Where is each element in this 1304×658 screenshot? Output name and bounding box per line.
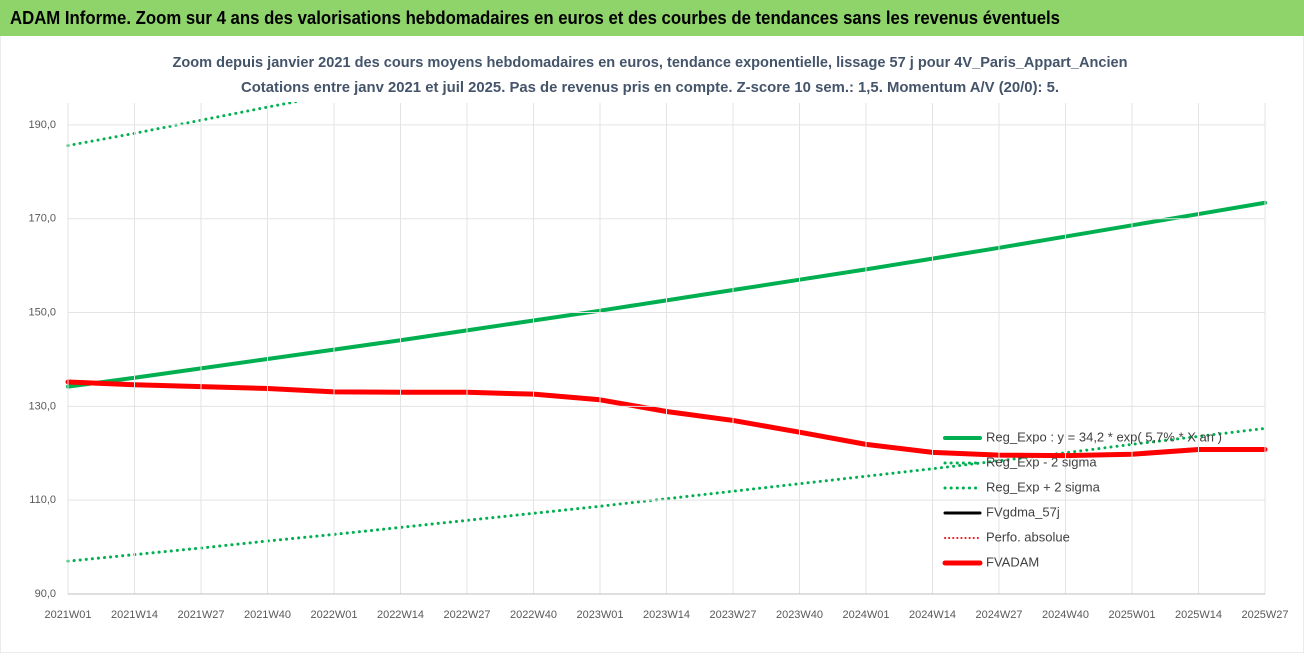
x-tick-label: 2023W14 [643, 609, 690, 621]
subtitle: Cotations entre janv 2021 et juil 2025. … [241, 79, 1059, 96]
x-tick-label: 2025W27 [1241, 609, 1288, 621]
subtitle-box [150, 48, 1150, 102]
subtitle: Zoom depuis janvier 2021 des cours moyen… [173, 54, 1128, 71]
x-tick-label: 2025W01 [1108, 609, 1155, 621]
y-tick-label: 150,0 [28, 306, 56, 318]
x-tick-label: 2021W14 [111, 609, 158, 621]
x-tick-label: 2022W40 [510, 609, 557, 621]
y-tick-label: 170,0 [28, 213, 56, 225]
legend-label: FVADAM [986, 554, 1039, 569]
title-banner [0, 0, 1304, 36]
x-tick-label: 2022W01 [310, 609, 357, 621]
x-tick-label: 2021W40 [244, 609, 291, 621]
chart-title: ADAM Informe. Zoom sur 4 ans des valoris… [10, 8, 1060, 28]
legend-label: Reg_Exp - 2 sigma [986, 454, 1097, 469]
x-tick-label: 2024W14 [909, 609, 956, 621]
x-tick-label: 2023W01 [576, 609, 623, 621]
x-tick-label: 2024W01 [842, 609, 889, 621]
legend-label: Reg_Expo : y = 34,2 * exp( 5,7% * X an ) [986, 429, 1222, 444]
y-tick-label: 110,0 [29, 494, 56, 506]
legend-label: Reg_Exp + 2 sigma [986, 479, 1101, 494]
x-tick-label: 2025W14 [1175, 609, 1222, 621]
legend-label: FVgdma_57j [986, 504, 1060, 519]
x-tick-label: 2022W14 [377, 609, 424, 621]
legend-label: Perfo. absolue [986, 529, 1070, 544]
y-tick-label: 190,0 [28, 119, 56, 131]
x-tick-label: 2024W40 [1042, 609, 1089, 621]
x-tick-label: 2024W27 [975, 609, 1022, 621]
x-tick-label: 2023W40 [776, 609, 823, 621]
y-tick-label: 130,0 [28, 400, 56, 412]
x-tick-label: 2022W27 [443, 609, 490, 621]
y-tick-label: 90,0 [35, 588, 56, 600]
x-tick-label: 2021W01 [44, 609, 91, 621]
x-tick-label: 2023W27 [709, 609, 756, 621]
x-tick-label: 2021W27 [177, 609, 224, 621]
